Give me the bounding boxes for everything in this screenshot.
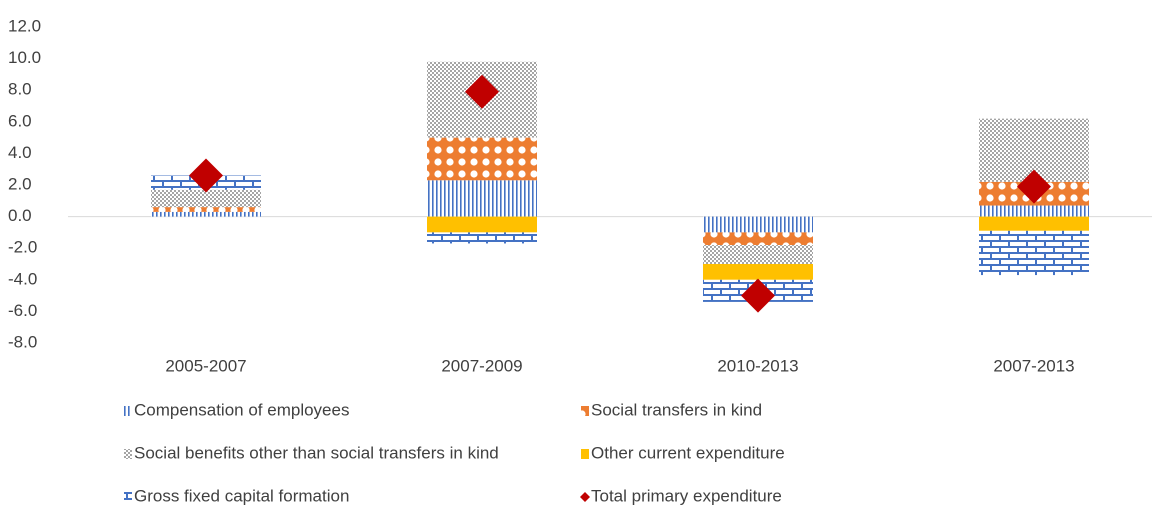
x-tick-label: 2010-2013 xyxy=(717,356,798,375)
y-tick-label: 12.0 xyxy=(8,16,41,35)
total-marker xyxy=(189,158,223,193)
y-tick-label: 10.0 xyxy=(8,48,41,67)
legend-swatch xyxy=(124,406,132,416)
bar-segment xyxy=(151,207,261,212)
bar-segment xyxy=(151,211,261,217)
bar-segment xyxy=(703,245,813,264)
bar-segment xyxy=(979,205,1089,217)
bar-segment xyxy=(427,216,537,233)
y-tick-label: 6.0 xyxy=(8,111,32,130)
bar-segment xyxy=(979,216,1089,231)
legend-label: Total primary expenditure xyxy=(591,486,782,505)
bar-segment xyxy=(703,264,813,280)
total-marker xyxy=(1017,169,1051,204)
y-tick-label: -2.0 xyxy=(8,238,37,257)
x-tick-label: 2007-2013 xyxy=(993,356,1074,375)
bar-segment xyxy=(703,216,813,233)
y-tick-label: 2.0 xyxy=(8,174,32,193)
legend-label: Other current expenditure xyxy=(591,443,785,462)
total-marker xyxy=(741,278,775,313)
y-tick-label: -6.0 xyxy=(8,301,37,320)
legend-swatch xyxy=(124,492,132,502)
legend-swatch xyxy=(580,492,590,502)
bar-segment xyxy=(427,180,537,217)
y-tick-label: -8.0 xyxy=(8,332,37,351)
legend-label: Social benefits other than social transf… xyxy=(134,443,499,462)
legend-label: Social transfers in kind xyxy=(591,400,762,419)
legend-swatch xyxy=(581,449,589,459)
legend-label: Gross fixed capital formation xyxy=(134,486,349,505)
legend-swatch xyxy=(124,449,132,459)
bar-segment xyxy=(151,189,261,208)
bar-segment xyxy=(427,232,537,244)
bar-segment xyxy=(703,232,813,246)
y-tick-label: 4.0 xyxy=(8,143,32,162)
bar-segment xyxy=(979,230,1089,276)
legend-label: Compensation of employees xyxy=(134,400,349,419)
total-marker xyxy=(465,74,499,109)
bar-segment xyxy=(427,137,537,181)
legend-swatch xyxy=(581,406,589,416)
y-tick-label: -4.0 xyxy=(8,269,37,288)
x-tick-label: 2005-2007 xyxy=(165,356,246,375)
y-tick-label: 0.0 xyxy=(8,206,32,225)
x-tick-label: 2007-2009 xyxy=(441,356,522,375)
y-tick-label: 8.0 xyxy=(8,80,32,99)
